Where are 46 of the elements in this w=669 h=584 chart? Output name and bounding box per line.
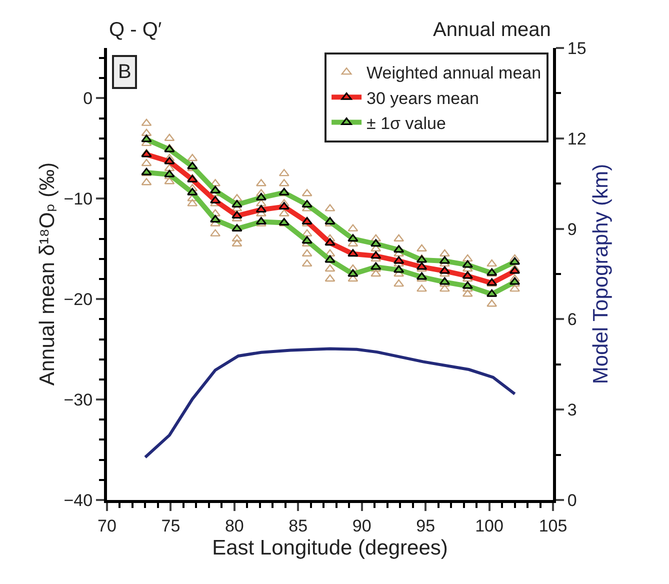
point [348, 269, 358, 277]
y-tick-label: −30 [64, 390, 93, 410]
y2-tick-label: 3 [567, 400, 577, 420]
point [187, 188, 198, 196]
y2-tick-label: 15 [567, 38, 586, 58]
y-tick-label: −10 [64, 190, 93, 209]
point [370, 239, 382, 247]
x-tick-label: 105 [538, 516, 568, 536]
point [462, 271, 473, 279]
y2-tick-label: 12 [567, 129, 586, 148]
point [462, 281, 473, 289]
point [302, 200, 312, 208]
point [141, 134, 152, 142]
line-series [144, 347, 516, 459]
legend-label: ± 1σ value [366, 114, 446, 133]
point [324, 255, 336, 263]
point [164, 156, 175, 164]
text: Q - Q′ [109, 19, 162, 41]
point [370, 251, 382, 259]
x-tick-label: 100 [475, 516, 504, 536]
legend-label: Weighted annual mean [366, 64, 542, 83]
x-tick-label: 85 [288, 516, 308, 536]
y2-tick-label: 6 [567, 310, 577, 330]
point [278, 202, 290, 210]
y-tick-label: 0 [83, 89, 93, 108]
y-tick-label: −40 [64, 490, 93, 510]
x-tick-label: 70 [98, 516, 116, 536]
y-axis-title: Annual mean δ¹⁸Oₚ (‰) [36, 162, 59, 386]
y2-tick-label: 9 [567, 220, 577, 239]
point [232, 210, 242, 218]
point [232, 200, 242, 208]
x-tick-label: 95 [416, 516, 436, 536]
y2-axis-title: Model Topography (km) [590, 164, 613, 384]
point [324, 238, 336, 246]
x-tick-label: 75 [161, 516, 180, 536]
point [302, 236, 312, 244]
legend-label: 30 years mean [366, 88, 479, 108]
point [348, 234, 358, 242]
x-tick-label: 90 [352, 516, 372, 536]
x-axis-title: East Longitude (degrees) [212, 536, 448, 560]
y2-tick-label: 0 [567, 490, 577, 510]
y-tick-label: −20 [64, 290, 93, 310]
text: Annual mean [433, 19, 551, 41]
x-tick-label: 80 [224, 516, 244, 536]
annotation: B [118, 61, 132, 83]
point [462, 260, 473, 268]
